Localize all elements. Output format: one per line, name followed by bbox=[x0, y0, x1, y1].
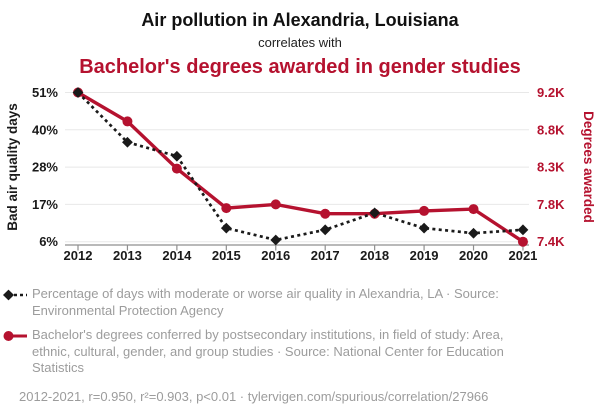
point-air-quality-2014 bbox=[171, 150, 183, 162]
point-air-quality-2019 bbox=[418, 222, 430, 234]
dual-axis-line-chart: 2012 2013 2014 2015 2016 2017 2018 2019 2020 2021… bbox=[5, 85, 596, 263]
point-air-quality-2021 bbox=[517, 224, 529, 236]
x-tick-label-2015: 2015 bbox=[212, 248, 241, 263]
x-tick-label-2021: 2021 bbox=[508, 248, 537, 263]
point-air-quality-2013 bbox=[122, 136, 133, 148]
point-air-quality-2015 bbox=[220, 222, 232, 234]
right-axis-title: Degrees awarded bbox=[581, 111, 596, 223]
x-tick-label-2013: 2013 bbox=[113, 248, 142, 263]
point-degrees-2016 bbox=[270, 199, 281, 210]
legend-text-air-quality: Percentage of days with moderate or wors… bbox=[32, 286, 499, 318]
left-tick-label: 28% bbox=[32, 160, 58, 175]
point-air-quality-2012 bbox=[72, 87, 84, 98]
legend-text-degrees: Bachelor's degrees conferred by postseco… bbox=[32, 327, 504, 375]
grid-lines bbox=[65, 92, 529, 243]
x-tick-label-2017: 2017 bbox=[311, 248, 340, 263]
point-degrees-2013 bbox=[122, 116, 133, 127]
right-tick-label: 8.8K bbox=[537, 122, 565, 137]
right-tick-label: 9.2K bbox=[537, 85, 565, 100]
air-quality-markers bbox=[72, 87, 529, 246]
chart-header: Air pollution in Alexandria, Louisiana c… bbox=[0, 0, 600, 79]
left-axis-title: Bad air quality days bbox=[5, 103, 20, 231]
point-degrees-2014 bbox=[171, 163, 182, 174]
degrees-line bbox=[77, 91, 524, 244]
air-quality-line bbox=[77, 91, 524, 242]
x-tick-label-2019: 2019 bbox=[410, 248, 439, 263]
point-degrees-2020 bbox=[468, 204, 479, 215]
right-tick-label: 7.4K bbox=[537, 234, 565, 249]
x-tick-label-2016: 2016 bbox=[261, 248, 290, 263]
legend: Percentage of days with moderate or wors… bbox=[0, 284, 600, 405]
x-tick-label-2018: 2018 bbox=[360, 248, 389, 263]
right-tick-label: 7.8K bbox=[537, 197, 565, 212]
legend-item-degrees: Bachelor's degrees conferred by postseco… bbox=[2, 327, 590, 377]
x-tick-label-2014: 2014 bbox=[162, 248, 192, 263]
point-air-quality-2020 bbox=[468, 227, 479, 239]
stats-footer: 2012-2021, r=0.950, r²=0.903, p<0.01 · t… bbox=[19, 388, 489, 404]
red-circle-solid-line-icon bbox=[3, 331, 27, 341]
page-subtitle: Bachelor's degrees awarded in gender stu… bbox=[79, 56, 521, 78]
left-tick-label: 6% bbox=[39, 234, 58, 249]
point-air-quality-2017 bbox=[319, 224, 331, 236]
point-degrees-2017 bbox=[320, 208, 331, 219]
page-title: Air pollution in Alexandria, Louisiana bbox=[141, 10, 459, 30]
left-tick-label: 51% bbox=[32, 85, 58, 100]
black-diamond-dashed-line-icon bbox=[3, 289, 27, 301]
connector-text: correlates with bbox=[258, 35, 342, 50]
point-degrees-2021 bbox=[517, 236, 528, 247]
point-degrees-2015 bbox=[221, 203, 232, 214]
point-air-quality-2018 bbox=[369, 207, 381, 219]
legend-item-air-quality: Percentage of days with moderate or wors… bbox=[2, 286, 590, 319]
x-tick-label-2020: 2020 bbox=[459, 248, 488, 263]
point-degrees-2019 bbox=[419, 205, 430, 216]
right-tick-label: 8.3K bbox=[537, 160, 565, 175]
point-air-quality-2016 bbox=[270, 234, 282, 246]
x-tick-label-2012: 2012 bbox=[64, 248, 93, 263]
left-tick-label: 40% bbox=[32, 122, 58, 137]
left-tick-label: 17% bbox=[32, 197, 58, 212]
